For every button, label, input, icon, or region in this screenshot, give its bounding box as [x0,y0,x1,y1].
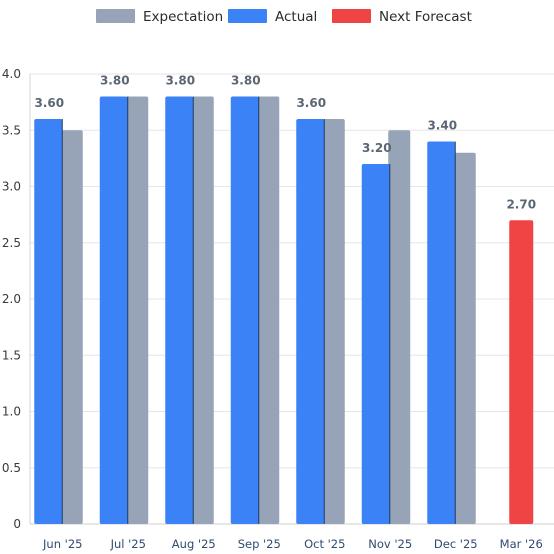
legend-label-expectation: Expectation [143,9,223,25]
bar-actual-jun-25 [34,119,63,524]
legend-label-actual: Actual [275,9,317,25]
bar-expectation-nov-25 [388,130,411,524]
chart-legend: Expectation Actual Next Forecast [96,9,472,25]
bar-actual-jul-25 [99,96,128,524]
x-axis: Jun '25 Jul '25 Aug '25 Sep '25 Oct '25 Nov '… [42,537,543,551]
y-tick-label: 3.5 [2,123,21,137]
bar-expectation-aug-25 [191,96,214,524]
data-label-oct-25: 3.60 [296,96,326,110]
data-label-sep-25: 3.80 [231,74,261,88]
legend-swatch-actual [228,9,267,23]
x-tick-label: Jul '25 [110,537,146,551]
data-labels: 3.60 3.80 3.80 3.80 3.60 3.20 3.40 2.70 [34,74,536,212]
y-tick-label: 4.0 [2,67,21,81]
y-tick-label: 1.0 [2,405,21,419]
data-label-mar-26: 2.70 [506,197,536,211]
bar-expectation-sep-25 [257,96,280,524]
legend-label-next-forecast: Next Forecast [379,9,472,25]
data-label-nov-25: 3.20 [362,141,392,155]
bar-actual-aug-25 [165,96,194,524]
y-tick-label: 3.0 [2,180,21,194]
y-tick-label: 2.0 [2,292,21,306]
x-tick-label: Sep '25 [238,537,281,551]
bar-actual-nov-25 [361,164,390,524]
bars-group [34,96,534,524]
y-tick-label: 0.5 [2,461,21,475]
bar-actual-oct-25 [296,119,325,524]
bar-expectation-oct-25 [322,119,345,524]
legend-swatch-next-forecast [332,9,371,23]
bar-forecast-mar-26 [509,220,534,524]
bar-expectation-jun-25 [60,130,83,524]
x-tick-label: Dec '25 [434,537,478,551]
y-tick-label: 2.5 [2,236,21,250]
x-tick-label: Jun '25 [42,537,82,551]
legend-swatch-expectation [96,9,135,23]
data-label-jun-25: 3.60 [34,96,64,110]
bar-actual-dec-25 [427,141,456,524]
x-tick-label: Aug '25 [172,537,216,551]
data-label-jul-25: 3.80 [100,74,130,88]
y-tick-label: 1.5 [2,348,21,362]
data-label-aug-25: 3.80 [165,74,195,88]
bar-expectation-dec-25 [453,152,476,524]
bar-expectation-jul-25 [126,96,149,524]
data-label-dec-25: 3.40 [427,119,457,133]
bar-actual-sep-25 [230,96,259,524]
x-tick-label: Nov '25 [368,537,412,551]
y-tick-label: 0 [13,517,21,531]
x-tick-label: Oct '25 [304,537,345,551]
x-tick-label: Mar '26 [500,537,543,551]
